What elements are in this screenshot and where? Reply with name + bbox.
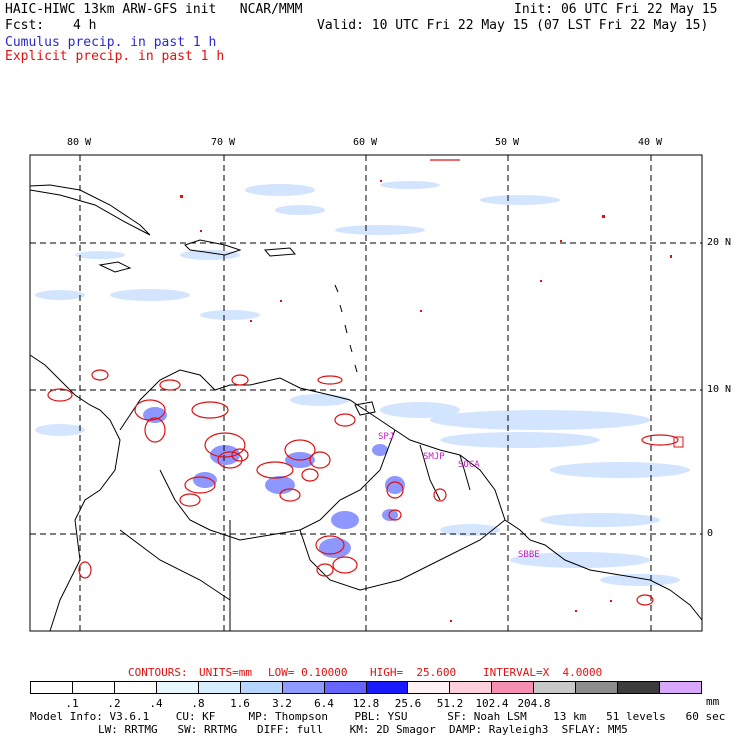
colorbar-cell xyxy=(72,682,115,693)
station-label: SBBE xyxy=(518,550,540,560)
contours-low: LOW= 0.10000 xyxy=(268,666,348,679)
contours-high: HIGH= 25.600 xyxy=(370,666,457,679)
contours-label: CONTOURS: xyxy=(128,666,188,679)
colorbar-cell xyxy=(576,682,619,693)
colorbar-cell xyxy=(31,682,73,693)
colorbar-cell xyxy=(282,682,325,693)
colorbar-tick-label: .1 xyxy=(65,697,79,710)
contours-units: UNITS=mm xyxy=(199,666,252,679)
model-info-line2: LW: RRTMG SW: RRTMG DIFF: full KM: 2D Sm… xyxy=(98,723,628,736)
lon-label: 60 W xyxy=(353,137,378,148)
valid-time: Valid: 10 UTC Fri 22 May 15 (07 LST Fri … xyxy=(317,18,709,33)
colorbar-tick-label: 102.4 xyxy=(475,697,509,710)
colorbar-tick-label: .2 xyxy=(107,697,121,710)
coastlines xyxy=(29,184,703,632)
colorbar-tick-label: 25.6 xyxy=(394,697,422,710)
model-title: HAIC-HIWC 13km ARW-GFS init NCAR/MMM xyxy=(5,2,303,17)
colorbar-cell xyxy=(114,682,157,693)
colorbar-tick-label: 1.6 xyxy=(230,697,250,710)
lon-label: 80 W xyxy=(67,137,92,148)
colorbar-cell xyxy=(618,682,661,693)
lon-label: 40 W xyxy=(638,137,663,148)
station-label: SMJP xyxy=(423,452,445,462)
colorbar-unit: mm xyxy=(706,695,720,708)
legend-explicit: Explicit precip. in past 1 h xyxy=(5,49,225,64)
colorbar-cell xyxy=(408,682,451,693)
colorbar-cell xyxy=(324,682,367,693)
explicit-precip-contours xyxy=(47,159,679,606)
lon-label: 70 W xyxy=(211,137,236,148)
forecast-label: Fcst: xyxy=(5,18,45,33)
colorbar-cell xyxy=(534,682,577,693)
colorbar-tick-label: 204.8 xyxy=(517,697,551,710)
colorbar-cell xyxy=(492,682,535,693)
lat-label: 20 N xyxy=(707,237,732,248)
colorbar-cell xyxy=(156,682,199,693)
colorbar-tick-label: .8 xyxy=(191,697,205,710)
colorbar-tick-label: 6.4 xyxy=(314,697,334,710)
explicit-precip-cells xyxy=(180,180,672,622)
colorbar-cell xyxy=(450,682,493,693)
colorbar-tick-label: 3.2 xyxy=(272,697,292,710)
model-info-line1: Model Info: V3.6.1 CU: KF MP: Thompson P… xyxy=(30,710,726,723)
colorbar-cell xyxy=(366,682,409,693)
station-label: SPJ xyxy=(378,432,395,442)
init-time: Init: 06 UTC Fri 22 May 15 xyxy=(514,2,718,17)
colorbar-tick-label: 12.8 xyxy=(352,697,380,710)
cumulus-precip-areas xyxy=(35,181,690,586)
lat-label: 10 N xyxy=(707,384,732,395)
lon-label: 50 W xyxy=(495,137,520,148)
lat-lon-grid xyxy=(30,155,702,631)
colorbar xyxy=(30,681,702,694)
legend-cumulus: Cumulus precip. in past 1 h xyxy=(5,35,217,50)
colorbar-tick-label: 51.2 xyxy=(436,697,464,710)
station-label: SOCA xyxy=(458,460,480,470)
lat-label: 0 xyxy=(707,528,714,539)
colorbar-tick-label: .4 xyxy=(149,697,163,710)
colorbar-cell xyxy=(660,682,701,693)
colorbar-ticks: .1 .2 .4 .8 1.6 3.2 6.4 12.8 25.6 51.2 102.4 204.8 xyxy=(30,697,702,710)
forecast-hour: 4 h xyxy=(73,18,97,33)
colorbar-cell xyxy=(198,682,241,693)
station-marker xyxy=(673,436,684,448)
contours-interval: INTERVAL=X 4.0000 xyxy=(483,666,603,679)
colorbar-cell xyxy=(240,682,283,693)
